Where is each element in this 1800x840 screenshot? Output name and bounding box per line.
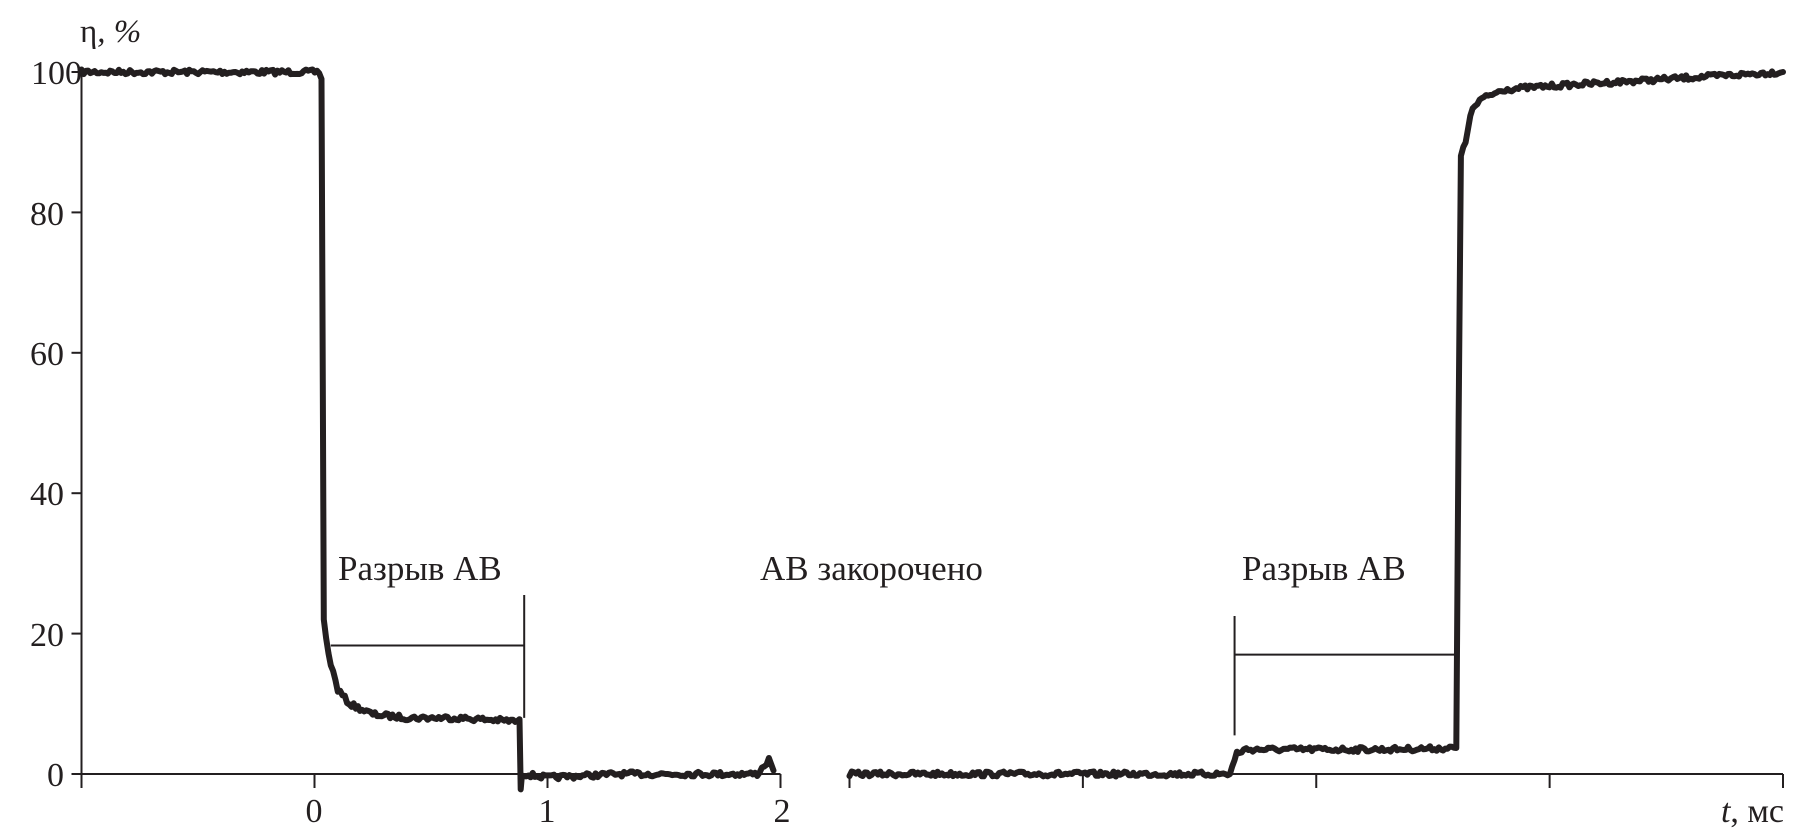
x-axis-symbol: t bbox=[1721, 793, 1732, 830]
annotation-label-break-1: Разрыв АВ bbox=[338, 549, 502, 588]
y-tick-label: 20 bbox=[30, 617, 64, 654]
series-line-segment-1 bbox=[78, 66, 777, 793]
y-tick-label: 0 bbox=[47, 757, 64, 794]
y-axis-label: η, % bbox=[80, 14, 141, 50]
y-tick-label: 80 bbox=[30, 196, 64, 233]
annotation-label-break-2: Разрыв АВ bbox=[1242, 549, 1406, 588]
annotation-brackets bbox=[330, 594, 1457, 736]
y-tick-labels: 0 20 40 60 80 100 bbox=[30, 55, 82, 794]
x-tick-label: 1 bbox=[539, 793, 556, 830]
y-axis-unit: , % bbox=[97, 14, 141, 50]
y-axis-symbol: η bbox=[80, 14, 97, 50]
y-tick-label: 100 bbox=[31, 55, 82, 92]
x-tick-label: 2 bbox=[774, 793, 791, 830]
annotation-label-shorted: АВ закорочено bbox=[760, 549, 983, 588]
y-tick-label: 40 bbox=[30, 476, 64, 513]
x-tick-labels: 0 1 2 bbox=[306, 793, 791, 830]
y-tick-label: 60 bbox=[30, 336, 64, 373]
series bbox=[78, 66, 1786, 793]
axes bbox=[71, 70, 1784, 788]
series-line-segment-2 bbox=[846, 68, 1786, 780]
x-axis-unit: , мс bbox=[1730, 793, 1784, 830]
x-axis-label: t, мс bbox=[1721, 793, 1784, 830]
x-tick-label: 0 bbox=[306, 793, 323, 830]
